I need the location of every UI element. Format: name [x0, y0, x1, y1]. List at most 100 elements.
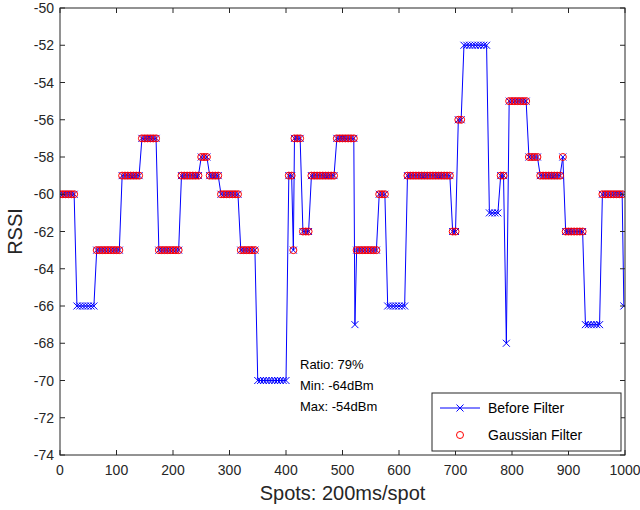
x-tick [625, 450, 626, 455]
y-tick-label: -62 [34, 224, 54, 240]
marker-circle [203, 154, 210, 161]
y-tick [60, 343, 65, 344]
series-line [60, 45, 624, 380]
annotation: Max: -54dBm [300, 399, 377, 414]
marker-circle [350, 135, 357, 142]
legend-marker [457, 432, 464, 439]
y-tick [620, 82, 625, 83]
annotation: Min: -64dBm [300, 378, 374, 393]
marker-circle [251, 247, 258, 254]
x-tick-label: 700 [444, 462, 468, 478]
y-tick [60, 455, 65, 456]
x-tick-label: 100 [105, 462, 129, 478]
y-tick-label: -54 [34, 75, 54, 91]
x-tick-label: 400 [274, 462, 298, 478]
x-tick [625, 8, 626, 13]
marker-x [494, 209, 501, 216]
y-tick [60, 157, 65, 158]
legend: Before FilterGaussian Filter [432, 393, 621, 451]
y-tick [620, 268, 625, 269]
y-axis-label: RSSI [4, 208, 26, 255]
plot-frame [60, 8, 625, 455]
marker-circle [116, 247, 123, 254]
legend-marker [457, 405, 464, 412]
y-tick [60, 306, 65, 307]
x-tick [512, 8, 513, 13]
marker-circle [559, 154, 566, 161]
marker-circle [373, 247, 380, 254]
y-tick-label: -66 [34, 298, 54, 314]
y-tick-label: -58 [34, 149, 54, 165]
y-tick [620, 380, 625, 381]
marker-circle [619, 191, 625, 198]
y-tick-label: -60 [34, 186, 54, 202]
marker-circle [446, 172, 453, 179]
marker-circle [381, 191, 388, 198]
marker-x [483, 42, 490, 49]
y-tick [60, 380, 65, 381]
series-0 [60, 42, 625, 384]
marker-circle [234, 191, 241, 198]
marker-circle [215, 172, 222, 179]
x-tick-label: 900 [557, 462, 581, 478]
marker-circle [195, 172, 202, 179]
y-tick-label: -68 [34, 335, 54, 351]
x-axis-label: Spots: 200ms/spot [260, 482, 426, 504]
y-tick [60, 231, 65, 232]
marker-circle [458, 116, 465, 123]
marker-x [596, 321, 603, 328]
legend-label: Before Filter [488, 400, 565, 416]
marker-x [351, 321, 358, 328]
marker-circle [523, 98, 530, 105]
y-tick [620, 194, 625, 195]
marker-circle [136, 172, 143, 179]
y-tick [60, 194, 65, 195]
x-tick-label: 300 [218, 462, 242, 478]
x-tick [342, 450, 343, 455]
marker-circle [534, 154, 541, 161]
marker-x [620, 303, 625, 310]
x-tick [286, 450, 287, 455]
y-tick [60, 45, 65, 46]
y-tick-label: -74 [34, 447, 54, 463]
x-tick [568, 8, 569, 13]
x-tick [229, 8, 230, 13]
marker-circle [297, 135, 304, 142]
marker-circle [175, 247, 182, 254]
x-tick [60, 450, 61, 455]
y-tick [60, 119, 65, 120]
x-tick [455, 8, 456, 13]
x-tick-label: 500 [331, 462, 355, 478]
x-tick [286, 8, 287, 13]
marker-x [283, 377, 290, 384]
marker-circle [500, 172, 507, 179]
y-tick [620, 231, 625, 232]
marker-x [401, 303, 408, 310]
x-tick [116, 8, 117, 13]
marker-circle [331, 172, 338, 179]
y-tick [60, 417, 65, 418]
series-1 [60, 98, 625, 254]
marker-circle [305, 228, 312, 235]
x-tick [342, 8, 343, 13]
x-tick [173, 450, 174, 455]
y-tick [60, 8, 65, 9]
y-tick [620, 455, 625, 456]
y-tick-label: -56 [34, 112, 54, 128]
chart: -74-72-70-68-66-64-62-60-58-56-54-52-500… [0, 0, 640, 510]
x-tick [399, 8, 400, 13]
y-tick-label: -72 [34, 410, 54, 426]
y-tick-label: -50 [34, 0, 54, 16]
x-tick-label: 200 [161, 462, 185, 478]
marker-circle [557, 172, 564, 179]
plot-background [60, 8, 625, 455]
y-tick [620, 306, 625, 307]
x-tick-label: 800 [500, 462, 524, 478]
marker-x [90, 303, 97, 310]
marker-x [290, 247, 297, 254]
marker-circle [290, 247, 297, 254]
data-group [60, 42, 625, 384]
x-tick [116, 450, 117, 455]
y-tick-label: -70 [34, 373, 54, 389]
y-tick [620, 157, 625, 158]
